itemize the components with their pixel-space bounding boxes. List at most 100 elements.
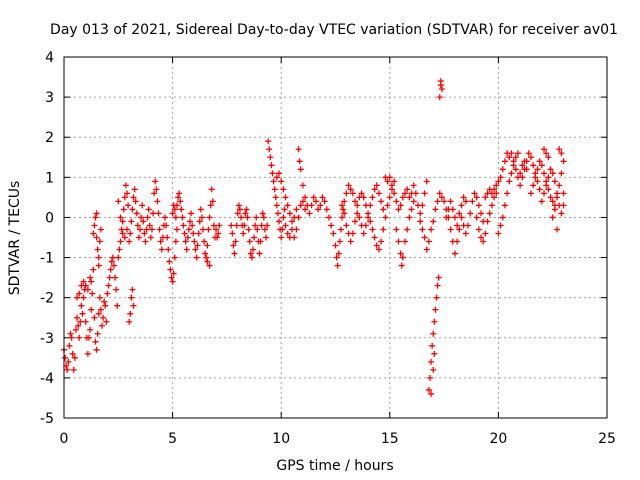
data-point (161, 214, 168, 221)
data-point (100, 314, 107, 321)
data-point (352, 218, 359, 225)
data-point (173, 202, 180, 209)
data-point (543, 182, 550, 189)
axis-ticks (63, 56, 608, 419)
data-point (293, 206, 300, 213)
data-point (343, 222, 350, 229)
data-point (454, 222, 461, 229)
data-point (232, 238, 239, 245)
data-point (397, 202, 404, 209)
data-point (384, 202, 391, 209)
data-point (128, 218, 135, 225)
data-point (317, 202, 324, 209)
data-point (94, 330, 101, 337)
data-point (280, 186, 287, 193)
data-point (104, 290, 111, 297)
data-point (475, 202, 482, 209)
data-point (417, 218, 424, 225)
data-point (375, 190, 382, 197)
x-tick-label: 5 (168, 431, 177, 447)
data-point (164, 234, 171, 241)
x-tick-label: 15 (381, 431, 399, 447)
data-point (549, 170, 556, 177)
data-point (451, 250, 458, 257)
data-point (404, 226, 411, 233)
data-point (196, 218, 203, 225)
data-point (177, 198, 184, 205)
data-point (512, 166, 519, 173)
data-point (88, 306, 95, 313)
data-point (497, 174, 504, 181)
data-point (296, 158, 303, 165)
data-point (78, 282, 85, 289)
data-point (208, 186, 215, 193)
data-point (243, 206, 250, 213)
data-point (454, 238, 461, 245)
data-point (373, 242, 380, 249)
data-point (108, 258, 115, 265)
data-point (386, 174, 393, 181)
data-point (295, 214, 302, 221)
data-point (157, 238, 164, 245)
data-point (206, 262, 213, 269)
data-point (247, 250, 254, 257)
data-point (276, 170, 283, 177)
data-point (93, 234, 100, 241)
data-point (417, 210, 424, 217)
data-point (257, 238, 264, 245)
data-point (365, 214, 372, 221)
data-point (84, 350, 91, 357)
data-point (269, 170, 276, 177)
data-point (92, 338, 99, 345)
data-point (375, 246, 382, 253)
data-point (76, 290, 83, 297)
data-point (271, 186, 278, 193)
data-point (369, 194, 376, 201)
data-point (549, 214, 556, 221)
data-point (148, 226, 155, 233)
data-point (491, 194, 498, 201)
data-point (88, 278, 95, 285)
data-point (447, 198, 454, 205)
data-point (272, 194, 279, 201)
data-point (514, 150, 521, 157)
data-point (306, 210, 313, 217)
data-point (195, 230, 202, 237)
data-point (192, 246, 199, 253)
data-point (406, 214, 413, 221)
data-point (126, 238, 133, 245)
data-point (462, 230, 469, 237)
data-point (97, 306, 104, 313)
data-point (469, 198, 476, 205)
data-point (265, 138, 272, 145)
data-point (560, 190, 567, 197)
data-point (91, 222, 98, 229)
data-point (117, 214, 124, 221)
data-point (121, 234, 128, 241)
data-point (423, 246, 430, 253)
data-point (185, 226, 192, 233)
data-point (328, 222, 335, 229)
data-point (155, 210, 162, 217)
data-point (436, 94, 443, 101)
data-point (473, 194, 480, 201)
data-point (558, 150, 565, 157)
data-point (147, 234, 154, 241)
data-point (125, 202, 132, 209)
data-point (402, 190, 409, 197)
data-point (165, 246, 172, 253)
data-point (175, 194, 182, 201)
data-point (231, 250, 238, 257)
data-point (276, 218, 283, 225)
data-point (153, 186, 160, 193)
data-point (95, 262, 102, 269)
data-point (397, 250, 404, 257)
data-point (302, 206, 309, 213)
data-point (382, 214, 389, 221)
data-point (295, 146, 302, 153)
data-point (130, 194, 137, 201)
data-point (242, 210, 249, 217)
data-point (137, 226, 144, 233)
data-point (360, 230, 367, 237)
data-point (270, 178, 277, 185)
